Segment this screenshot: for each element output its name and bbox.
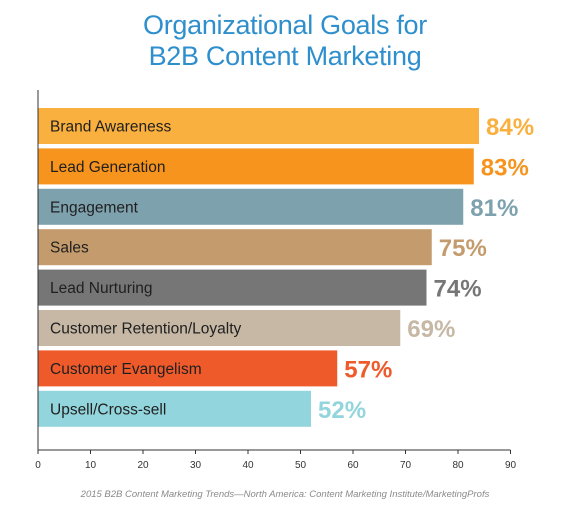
bar-value-label: 75% — [439, 235, 487, 262]
x-tick-label: 80 — [452, 460, 464, 471]
bar-value-label: 57% — [344, 356, 392, 383]
bar-value-label: 52% — [318, 397, 366, 424]
x-tick-label: 30 — [190, 460, 202, 471]
bar-category-label: Engagement — [50, 199, 139, 216]
bar-value-label: 81% — [470, 195, 518, 222]
bar-category-label: Customer Evangelism — [50, 361, 202, 378]
x-tick-label: 50 — [295, 460, 307, 471]
bar-value-label: 83% — [481, 154, 529, 181]
bar — [38, 148, 474, 185]
bar — [38, 229, 432, 266]
chart-title-line-1: Organizational Goals for — [143, 10, 427, 40]
bar-category-label: Sales — [50, 240, 89, 257]
bar — [38, 108, 479, 144]
x-tick-label: 20 — [137, 460, 149, 471]
bar-category-label: Brand Awareness — [50, 119, 171, 136]
bar-value-label: 69% — [407, 316, 455, 343]
bar-category-label: Lead Nurturing — [50, 280, 153, 297]
bar — [38, 188, 464, 225]
bar-value-label: 84% — [486, 114, 534, 141]
bar-value-label: 74% — [434, 276, 482, 303]
chart-title-line-2: B2B Content Marketing — [148, 41, 422, 71]
bar-category-label: Lead Generation — [50, 159, 165, 176]
bar — [38, 390, 311, 427]
x-tick-label: 60 — [347, 460, 359, 471]
bar-category-label: Upsell/Cross-sell — [50, 401, 166, 418]
x-tick-label: 40 — [242, 460, 254, 471]
bar-category-label: Customer Retention/Loyalty — [50, 321, 242, 338]
bar — [38, 310, 401, 346]
source-note: 2015 B2B Content Marketing Trends—North … — [80, 489, 490, 500]
bar — [38, 350, 338, 387]
x-tick-label: 70 — [400, 460, 412, 471]
x-tick-label: 0 — [35, 460, 41, 471]
x-tick-label: 90 — [505, 460, 517, 471]
x-tick-label: 10 — [85, 460, 97, 471]
bar — [38, 269, 427, 306]
